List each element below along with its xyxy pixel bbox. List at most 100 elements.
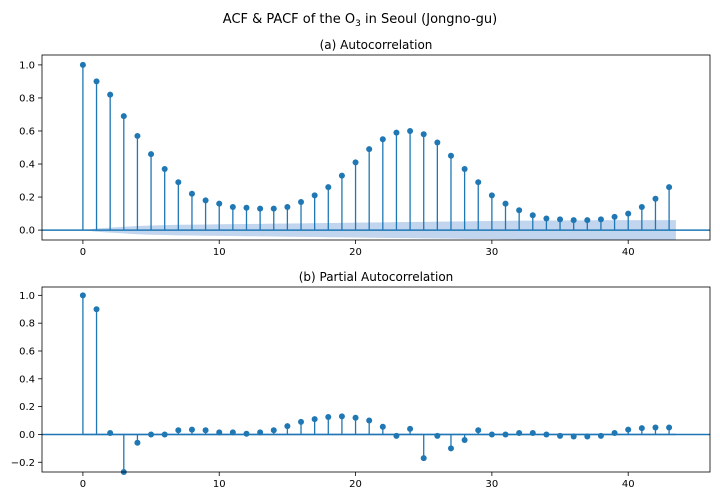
y-tick-label: −0.2 [11,458,35,469]
stem-marker [93,306,100,313]
stem-marker [366,417,373,424]
stem-marker [338,413,345,420]
figure-title-suffix: in Seoul (Jongno-gu) [361,12,497,27]
stem-marker [611,213,618,220]
stem-marker [475,179,482,186]
axes-frame [41,286,711,473]
stem-marker [107,91,114,98]
stem-marker [188,190,195,197]
stem-marker [529,212,536,219]
stem-marker [175,427,182,434]
stem-marker [270,205,277,212]
stem-marker [229,429,236,436]
stem-marker [148,431,155,438]
x-tick-label: 10 [213,247,226,258]
stem-marker [243,204,250,211]
x-tick-label: 0 [80,479,86,490]
y-tick-label: 0.0 [19,430,35,441]
stem-marker [488,431,495,438]
figure-title-subscript: 3 [355,19,361,29]
y-tick-label: 0.4 [19,374,35,385]
stem-marker [311,192,318,199]
stem-marker [666,184,673,191]
stem-marker [597,216,604,223]
y-tick-label: 1.0 [19,60,35,71]
stem-marker [502,200,509,207]
stem-marker [570,433,577,440]
stem-marker [488,192,495,199]
stem-marker [638,425,645,432]
stem-marker [543,215,550,222]
stem-marker [79,292,86,299]
stem-marker [134,439,141,446]
stem-marker [434,432,441,439]
stem-marker [393,129,400,136]
stem-marker [352,159,359,166]
y-tick-label: 0.6 [19,126,35,137]
stem-marker [666,424,673,431]
x-tick-label: 10 [213,479,226,490]
stem-marker [461,165,468,172]
stem-marker [161,431,168,438]
stem-marker [216,200,223,207]
x-tick-label: 40 [622,479,635,490]
y-tick-label: 0.2 [19,193,35,204]
stem-marker [516,430,523,437]
stem-marker [243,430,250,437]
stem-marker [93,78,100,85]
stem-marker [216,429,223,436]
y-tick-label: 0.4 [19,160,35,171]
y-tick-label: 0.6 [19,346,35,357]
stem-marker [584,433,591,440]
x-tick-label: 20 [349,479,362,490]
stem-marker [379,423,386,430]
stem-marker [447,445,454,452]
stem-marker [434,139,441,146]
chart-title: (b) Partial Autocorrelation [299,270,454,284]
stem-marker [557,216,564,223]
y-tick-label: 0.0 [19,226,35,237]
x-tick-label: 30 [486,247,499,258]
stem-marker [257,429,264,436]
stem-marker [570,217,577,224]
stem-marker [188,426,195,433]
stem-marker [298,418,305,425]
pacf-panel: (b) Partial Autocorrelation 0 10 20 30 40 −0.2… [11,270,711,490]
stem-marker [529,430,536,437]
axes-frame [41,54,711,241]
stem-marker [502,431,509,438]
stem-marker [420,455,427,462]
stem-marker [311,416,318,423]
stem-marker [120,113,127,120]
y-tick-label: 0.8 [19,93,35,104]
y-tick-label: 1.0 [19,291,35,302]
stem-marker [284,423,291,430]
stem-marker [148,151,155,158]
stem-marker [161,165,168,172]
acf-panel: (a) Autocorrelation 0 10 20 30 40 0.0 0.2 0.4 0.6… [19,38,711,258]
stem-marker [202,197,209,204]
stem-marker [420,131,427,138]
stem-marker [625,210,632,217]
stem-marker [79,61,86,68]
stem-marker [202,427,209,434]
stem-marker [652,195,659,202]
stem-marker [461,437,468,444]
x-tick-label: 40 [622,247,635,258]
stem-marker [625,426,632,433]
stem-marker [638,203,645,210]
x-tick-label: 0 [80,247,86,258]
y-tick-label: 0.2 [19,402,35,413]
x-tick-label: 20 [349,247,362,258]
stem-marker [475,427,482,434]
y-tick-label: 0.8 [19,319,35,330]
stem-marker [584,217,591,224]
stem-marker [366,146,373,153]
stem-marker [270,427,277,434]
stem-marker [407,127,414,134]
stem-marker [257,205,264,212]
figure-title: ACF & PACF of the O3 in Seoul (Jongno-gu… [223,12,497,29]
stem-marker [134,132,141,139]
stem-marker [447,152,454,159]
